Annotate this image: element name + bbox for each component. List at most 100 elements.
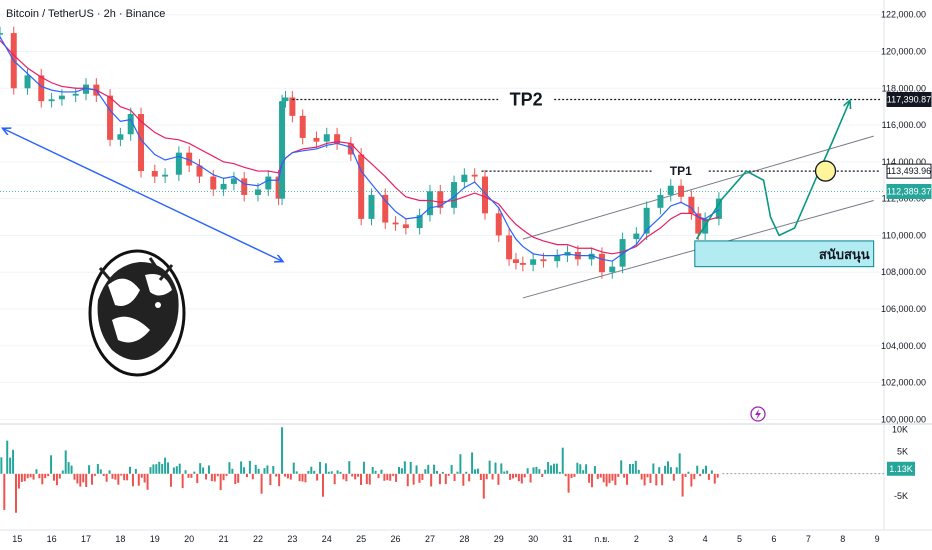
volume-bar xyxy=(585,464,588,474)
volume-bar xyxy=(266,465,269,474)
candle-body xyxy=(471,174,478,177)
candle-body xyxy=(58,95,65,100)
volume-bar xyxy=(278,473,281,487)
volume-bar xyxy=(3,473,6,510)
y-axis: 122,000.00 120,000.00 118,000.00 116,000.00… xyxy=(881,10,932,501)
support-label: สนับสนุน xyxy=(819,247,870,263)
volume-bar xyxy=(345,473,348,482)
volume-bar xyxy=(67,462,70,474)
candle-body xyxy=(451,182,458,208)
candle-body xyxy=(402,224,409,229)
volume-bar xyxy=(131,473,134,487)
candle-body xyxy=(72,93,79,96)
volume-tick-label: 5K xyxy=(897,447,908,457)
volume-bar xyxy=(626,473,629,485)
x-tick-label: ก.ย. xyxy=(594,534,610,544)
candle-body xyxy=(279,101,286,199)
candles xyxy=(0,26,722,279)
x-tick-label: 25 xyxy=(356,534,366,544)
volume-bar xyxy=(251,473,254,480)
volume-bar xyxy=(643,473,646,486)
volume-bar xyxy=(76,473,79,484)
volume-bar xyxy=(351,473,354,477)
volume-bar xyxy=(421,473,424,480)
volume-bar xyxy=(623,473,626,478)
x-tick-label: 24 xyxy=(322,534,332,544)
volume-bar xyxy=(228,462,231,474)
volume-bar xyxy=(304,473,307,483)
volume-bar xyxy=(690,473,693,487)
trend-arrow xyxy=(3,129,282,261)
volume-bar xyxy=(199,463,202,474)
volume-bar xyxy=(333,473,336,485)
volume-bar xyxy=(313,470,316,474)
volume-bar xyxy=(450,464,453,474)
volume-bar xyxy=(386,473,389,481)
volume-bar xyxy=(529,473,532,483)
candle-body xyxy=(358,154,365,219)
x-tick-label: 6 xyxy=(771,534,776,544)
candle-body xyxy=(588,253,595,260)
volume-bar xyxy=(357,473,360,477)
volume-bar xyxy=(707,473,710,480)
candle-body xyxy=(230,178,237,184)
volume-bar xyxy=(462,473,465,486)
volume-bar xyxy=(359,473,362,485)
volume-bar xyxy=(9,457,12,474)
volume-bar xyxy=(362,461,365,474)
price-label-box xyxy=(886,163,932,179)
volume-bar xyxy=(479,473,482,481)
price-label-text: 117,390.87 xyxy=(887,94,931,104)
candle-body xyxy=(519,262,526,265)
volume-bar xyxy=(240,461,243,474)
candle-body xyxy=(162,174,169,177)
price-label-box xyxy=(886,91,932,107)
volume-bar xyxy=(85,473,88,487)
volume-bar xyxy=(611,473,614,481)
volume-bar xyxy=(219,473,222,491)
volume-tick-label: 10K xyxy=(892,424,908,434)
x-tick-label: 3 xyxy=(668,534,673,544)
volume-bar xyxy=(99,469,102,474)
volume-bar xyxy=(248,460,251,474)
volume-bar xyxy=(187,473,190,478)
volume-bar xyxy=(485,473,488,480)
volume-bar xyxy=(73,473,76,480)
candle-body xyxy=(643,207,650,234)
volume-bar xyxy=(681,473,684,497)
y-tick-label: 122,000.00 xyxy=(881,10,926,20)
volume-bar xyxy=(108,470,111,474)
candle-body xyxy=(495,213,502,236)
volume-bar xyxy=(398,467,401,474)
volume-bar xyxy=(237,473,240,483)
candle-body xyxy=(210,176,217,190)
volume-bar xyxy=(558,471,561,474)
volume-bar xyxy=(169,473,172,487)
candle-body xyxy=(289,97,296,116)
volume-bar xyxy=(172,467,175,474)
volume-bar xyxy=(523,473,526,478)
volume-bar xyxy=(196,473,199,484)
volume-bar xyxy=(254,464,257,474)
x-tick-label: 16 xyxy=(47,534,57,544)
volume-bar xyxy=(275,473,278,477)
candle-body xyxy=(334,134,341,144)
volume-bar xyxy=(283,473,286,477)
lightning-icon[interactable] xyxy=(750,406,766,422)
candle-body xyxy=(151,171,158,177)
volume-bar xyxy=(216,473,219,477)
volume-bar xyxy=(500,463,503,474)
volume-bar xyxy=(418,473,421,483)
volume-bar xyxy=(550,465,553,474)
volume-bar xyxy=(406,473,409,487)
annotations: TP2 TP1 xyxy=(0,89,884,261)
volume-bar xyxy=(617,473,620,477)
candle-body xyxy=(688,196,695,214)
volume-bar xyxy=(693,473,696,480)
candle-body xyxy=(117,134,124,140)
volume-bar xyxy=(126,473,129,481)
x-tick-label: 26 xyxy=(391,534,401,544)
y-tick-label: 110,000.00 xyxy=(882,230,926,240)
